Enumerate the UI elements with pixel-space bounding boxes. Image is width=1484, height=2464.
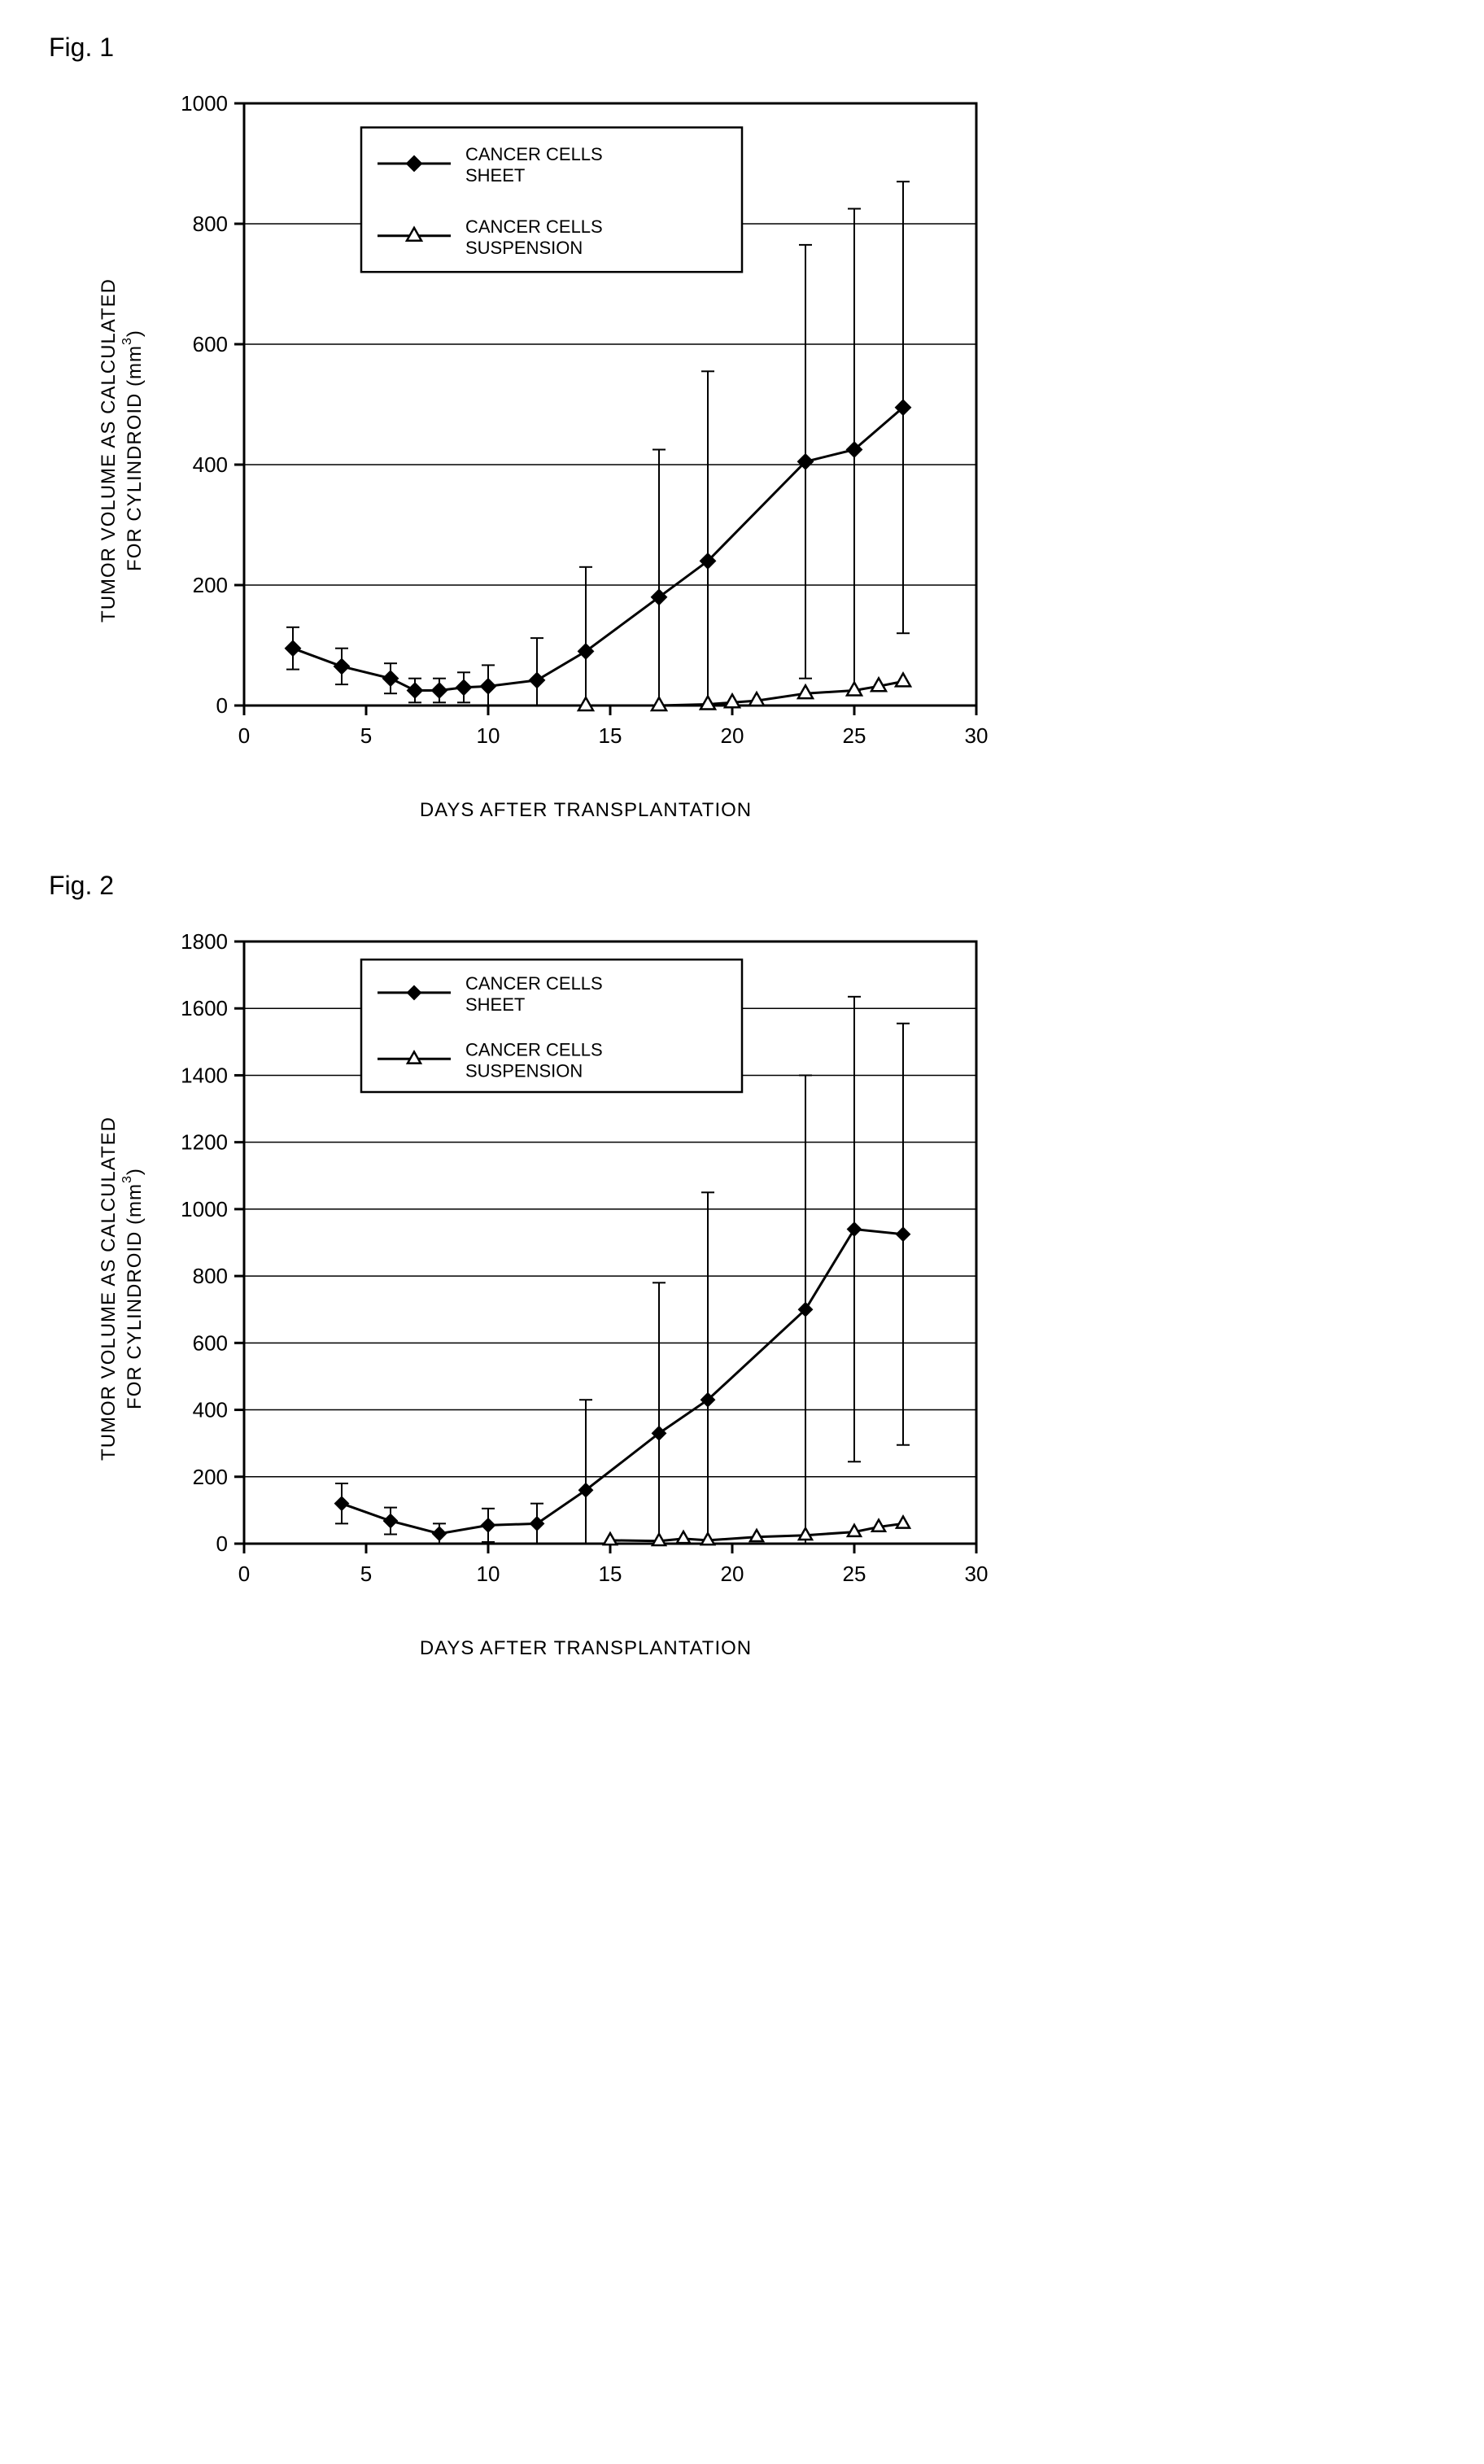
svg-text:15: 15: [599, 723, 622, 748]
svg-text:10: 10: [477, 1562, 500, 1586]
figure-1-x-axis-label: DAYS AFTER TRANSPLANTATION: [420, 799, 752, 822]
svg-text:1800: 1800: [181, 929, 228, 954]
svg-text:800: 800: [193, 212, 228, 236]
svg-text:200: 200: [193, 1465, 228, 1489]
figure-2-plot: 0 5 10 15 20 25 30 0 200 400 600 800 1000 1200 1400 160…: [155, 917, 1017, 1625]
svg-text:5: 5: [360, 1562, 372, 1586]
svg-text:CANCER CELLS: CANCER CELLS: [465, 1039, 603, 1059]
svg-text:15: 15: [599, 1562, 622, 1586]
svg-text:CANCER CELLS: CANCER CELLS: [465, 144, 603, 164]
svg-text:1600: 1600: [181, 996, 228, 1020]
svg-text:30: 30: [965, 1562, 989, 1586]
figure-1: Fig. 1 TUMOR VOLUME AS CALCULATED FOR CY…: [33, 33, 1451, 822]
svg-text:600: 600: [193, 332, 228, 356]
svg-text:0: 0: [216, 693, 228, 718]
figure-2-label: Fig. 2: [49, 871, 1451, 901]
svg-text:5: 5: [360, 723, 372, 748]
svg-text:1400: 1400: [181, 1063, 228, 1087]
svg-text:SUSPENSION: SUSPENSION: [465, 238, 583, 258]
svg-text:CANCER CELLS: CANCER CELLS: [465, 973, 603, 994]
svg-text:25: 25: [843, 1562, 866, 1586]
svg-text:1000: 1000: [181, 1197, 228, 1221]
figure-1-y-axis-label: TUMOR VOLUME AS CALCULATED FOR CYLINDROI…: [98, 278, 146, 623]
svg-text:400: 400: [193, 452, 228, 477]
svg-text:25: 25: [843, 723, 866, 748]
svg-text:SHEET: SHEET: [465, 994, 525, 1015]
svg-text:1200: 1200: [181, 1130, 228, 1155]
svg-text:20: 20: [721, 1562, 744, 1586]
svg-text:SUSPENSION: SUSPENSION: [465, 1060, 583, 1081]
svg-text:CANCER CELLS: CANCER CELLS: [465, 216, 603, 237]
svg-text:SHEET: SHEET: [465, 165, 525, 186]
svg-text:20: 20: [721, 723, 744, 748]
svg-text:1000: 1000: [181, 91, 228, 116]
figure-1-label: Fig. 1: [49, 33, 1451, 63]
svg-text:400: 400: [193, 1398, 228, 1422]
figure-1-chart: TUMOR VOLUME AS CALCULATED FOR CYLINDROI…: [98, 79, 1451, 822]
svg-text:10: 10: [477, 723, 500, 748]
svg-text:800: 800: [193, 1264, 228, 1288]
svg-text:600: 600: [193, 1330, 228, 1355]
figure-2-chart: TUMOR VOLUME AS CALCULATED FOR CYLINDROI…: [98, 917, 1451, 1660]
figure-1-plot: 0 5 10 15 20 25 30 0 200 400 600 800 1000 CANCER CELL…: [155, 79, 1017, 787]
svg-text:200: 200: [193, 573, 228, 597]
svg-text:0: 0: [216, 1531, 228, 1556]
figure-2-x-axis-label: DAYS AFTER TRANSPLANTATION: [420, 1637, 752, 1660]
svg-text:30: 30: [965, 723, 989, 748]
figure-2-y-axis-label: TUMOR VOLUME AS CALCULATED FOR CYLINDROI…: [98, 1116, 146, 1461]
svg-text:0: 0: [238, 1562, 250, 1586]
figure-2: Fig. 2 TUMOR VOLUME AS CALCULATED FOR CY…: [33, 871, 1451, 1660]
svg-text:0: 0: [238, 723, 250, 748]
